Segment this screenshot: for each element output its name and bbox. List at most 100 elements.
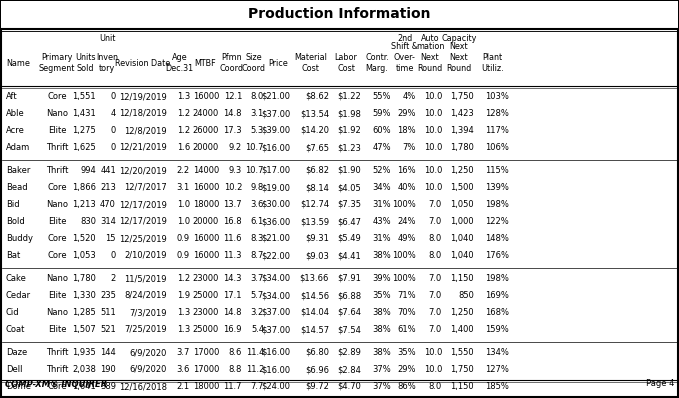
Text: Nano: Nano bbox=[46, 109, 68, 118]
Text: 1.2: 1.2 bbox=[177, 109, 190, 118]
Text: Revision Date: Revision Date bbox=[115, 59, 170, 68]
Text: 16.9: 16.9 bbox=[223, 325, 242, 334]
Text: Nano: Nano bbox=[46, 274, 68, 283]
Text: Labor
Cost: Labor Cost bbox=[335, 53, 357, 73]
Text: $7.91: $7.91 bbox=[337, 274, 361, 283]
Text: 12/19/2019: 12/19/2019 bbox=[120, 92, 167, 101]
Text: 11.7: 11.7 bbox=[223, 382, 242, 391]
Text: $1.23: $1.23 bbox=[337, 143, 361, 152]
Text: 470: 470 bbox=[100, 200, 116, 209]
Text: $37.00: $37.00 bbox=[261, 308, 290, 317]
Text: $1.90: $1.90 bbox=[337, 166, 361, 175]
Text: Next
Round: Next Round bbox=[418, 53, 443, 73]
Text: 2nd: 2nd bbox=[397, 34, 412, 43]
Text: $16.00: $16.00 bbox=[261, 143, 290, 152]
Text: 13.7: 13.7 bbox=[223, 200, 242, 209]
Text: Unit: Unit bbox=[99, 34, 115, 43]
Text: Primary
Segment: Primary Segment bbox=[39, 53, 75, 73]
Text: 139%: 139% bbox=[485, 183, 509, 192]
Text: 35%: 35% bbox=[372, 291, 391, 300]
Text: 9.8: 9.8 bbox=[251, 183, 264, 192]
Text: 49%: 49% bbox=[397, 234, 416, 243]
Text: 1,040: 1,040 bbox=[450, 234, 474, 243]
Text: 1.9: 1.9 bbox=[177, 291, 190, 300]
Text: 7.0: 7.0 bbox=[428, 325, 442, 334]
Text: Contr.
Marg.: Contr. Marg. bbox=[365, 53, 389, 73]
Text: 7.0: 7.0 bbox=[428, 274, 442, 283]
Text: $8.62: $8.62 bbox=[305, 92, 329, 101]
Text: 24000: 24000 bbox=[193, 109, 219, 118]
Text: 11/5/2019: 11/5/2019 bbox=[124, 274, 167, 283]
Text: 198%: 198% bbox=[485, 274, 509, 283]
Text: 1,394: 1,394 bbox=[450, 126, 474, 135]
Text: 18000: 18000 bbox=[193, 382, 219, 391]
Text: 17.3: 17.3 bbox=[223, 126, 242, 135]
Text: Elite: Elite bbox=[48, 126, 67, 135]
Text: $36.00: $36.00 bbox=[261, 217, 290, 226]
Text: mation: mation bbox=[416, 42, 444, 51]
Text: 850: 850 bbox=[458, 291, 474, 300]
Text: Nano: Nano bbox=[46, 200, 68, 209]
Text: Cedar: Cedar bbox=[6, 291, 31, 300]
Text: Material
Cost: Material Cost bbox=[294, 53, 327, 73]
Text: $6.82: $6.82 bbox=[305, 166, 329, 175]
Text: Dome: Dome bbox=[6, 382, 31, 391]
Text: MTBF: MTBF bbox=[195, 59, 217, 68]
Text: Core: Core bbox=[47, 183, 67, 192]
Text: 2.2: 2.2 bbox=[177, 166, 190, 175]
Text: Bold: Bold bbox=[6, 217, 24, 226]
Text: Acre: Acre bbox=[6, 126, 25, 135]
Text: 1.6: 1.6 bbox=[177, 143, 190, 152]
Text: 185%: 185% bbox=[485, 382, 509, 391]
Text: 1,866: 1,866 bbox=[72, 183, 96, 192]
Text: 10.0: 10.0 bbox=[424, 183, 442, 192]
Text: $21.00: $21.00 bbox=[261, 234, 290, 243]
Text: 12/17/2019: 12/17/2019 bbox=[119, 200, 167, 209]
Text: 14000: 14000 bbox=[193, 166, 219, 175]
Text: Plant
Utiliz.: Plant Utiliz. bbox=[481, 53, 504, 73]
Text: 1,150: 1,150 bbox=[450, 382, 474, 391]
Text: Thrift: Thrift bbox=[45, 348, 68, 357]
Text: 1,285: 1,285 bbox=[72, 308, 96, 317]
Text: 4%: 4% bbox=[403, 92, 416, 101]
Text: Coat: Coat bbox=[6, 325, 25, 334]
Text: 10.7: 10.7 bbox=[246, 143, 264, 152]
Text: 7/3/2019: 7/3/2019 bbox=[130, 308, 167, 317]
Text: Core: Core bbox=[47, 382, 67, 391]
Text: 1,150: 1,150 bbox=[450, 274, 474, 283]
Text: 25000: 25000 bbox=[193, 325, 219, 334]
Text: Core: Core bbox=[47, 92, 67, 101]
Text: 38%: 38% bbox=[372, 348, 391, 357]
Text: 100%: 100% bbox=[392, 200, 416, 209]
Text: 29%: 29% bbox=[397, 109, 416, 118]
Text: 3.1: 3.1 bbox=[177, 183, 190, 192]
Text: 115%: 115% bbox=[485, 166, 509, 175]
Text: $4.70: $4.70 bbox=[337, 382, 361, 391]
Text: 176%: 176% bbox=[485, 251, 509, 260]
Text: $16.00: $16.00 bbox=[261, 365, 290, 374]
Text: $7.65: $7.65 bbox=[305, 143, 329, 152]
Text: $17.00: $17.00 bbox=[261, 166, 290, 175]
Text: 6/9/2020: 6/9/2020 bbox=[130, 348, 167, 357]
Text: 47%: 47% bbox=[372, 143, 391, 152]
Text: $4.41: $4.41 bbox=[337, 251, 361, 260]
Text: 39%: 39% bbox=[372, 274, 391, 283]
Text: $13.59: $13.59 bbox=[300, 217, 329, 226]
Text: 7.0: 7.0 bbox=[428, 200, 442, 209]
Text: $16.00: $16.00 bbox=[261, 348, 290, 357]
Text: 2,038: 2,038 bbox=[72, 365, 96, 374]
Text: 8.8: 8.8 bbox=[229, 365, 242, 374]
Text: 5.4: 5.4 bbox=[251, 325, 264, 334]
Text: Page 4: Page 4 bbox=[646, 380, 674, 388]
Text: 70%: 70% bbox=[397, 308, 416, 317]
Text: 5.7: 5.7 bbox=[251, 291, 264, 300]
Text: $1.92: $1.92 bbox=[337, 126, 361, 135]
Text: 60%: 60% bbox=[372, 126, 391, 135]
Text: 103%: 103% bbox=[485, 92, 509, 101]
Text: 1,780: 1,780 bbox=[72, 274, 96, 283]
Text: 25000: 25000 bbox=[193, 291, 219, 300]
Text: 12.1: 12.1 bbox=[223, 92, 242, 101]
Text: 4: 4 bbox=[111, 109, 116, 118]
Text: Baker: Baker bbox=[6, 166, 31, 175]
Text: 16.8: 16.8 bbox=[223, 217, 242, 226]
